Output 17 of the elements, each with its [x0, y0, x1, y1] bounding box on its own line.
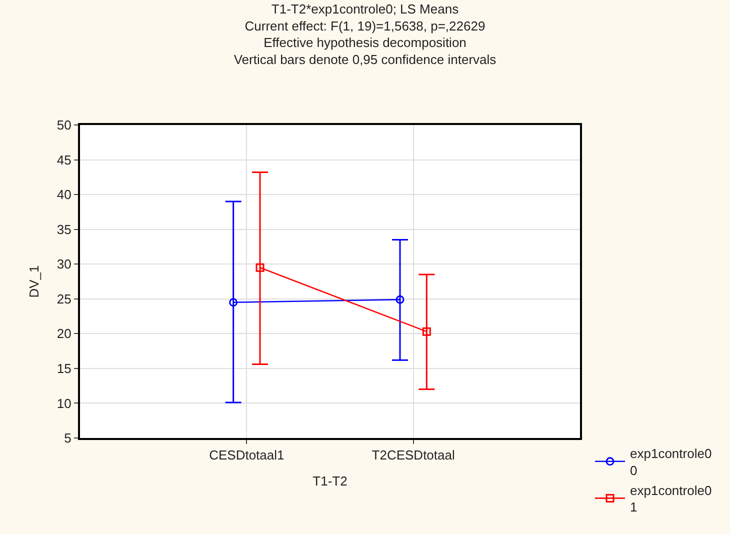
legend-label: exp1controle0 1 [630, 482, 712, 515]
x-tick-label: T2CESDtotaal [372, 448, 455, 463]
y-tick-label: 25 [56, 291, 72, 306]
x-tick-label: CESDtotaal1 [209, 448, 284, 463]
chart-subtitle: Current effect: F(1, 19)=1,5638, p=,22629 Effective hypothesis decomposition Vertical bars denote 0,95 confidence intervals [234, 18, 497, 68]
y-tick-label: 45 [56, 152, 72, 168]
y-tick-label: 5 [64, 430, 72, 446]
y-tick-label: 15 [56, 360, 72, 376]
y-tick-label: 20 [56, 326, 72, 342]
y-tick-label: 30 [56, 256, 72, 272]
chart-title: T1-T2*exp1controle0; LS Means [271, 1, 460, 16]
x-axis-title: T1-T2 [312, 474, 348, 489]
y-tick-label: 35 [56, 222, 72, 237]
y-tick-label: 10 [56, 396, 72, 411]
y-axis-title: DV_1 [26, 265, 42, 298]
y-tick-label: 40 [56, 187, 72, 202]
y-tick-label: 50 [56, 118, 72, 133]
